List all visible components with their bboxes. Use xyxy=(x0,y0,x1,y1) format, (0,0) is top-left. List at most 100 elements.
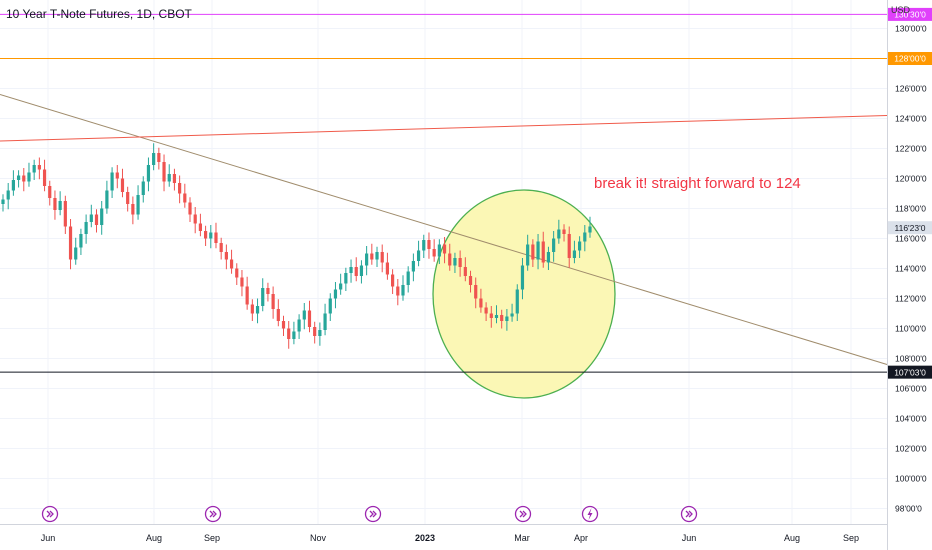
candle xyxy=(245,276,249,310)
candle xyxy=(22,168,26,192)
price-tick-label: 108'00'0 xyxy=(895,354,927,364)
candle-body xyxy=(224,252,228,260)
candle-body xyxy=(562,229,566,234)
candle xyxy=(494,305,499,324)
price-tick-label: 122'00'0 xyxy=(895,144,927,154)
candle-body xyxy=(479,298,483,308)
trend-line xyxy=(0,115,888,142)
time-tick-label: Sep xyxy=(843,533,859,543)
candle-body xyxy=(68,226,73,260)
candle-body xyxy=(172,174,177,183)
candle-body xyxy=(167,174,171,182)
candle-body xyxy=(42,169,47,186)
candle xyxy=(287,321,291,349)
candle-body xyxy=(178,183,182,194)
candle-body xyxy=(468,276,473,285)
candle-body xyxy=(416,250,421,261)
candle xyxy=(526,234,530,271)
candle xyxy=(546,246,551,270)
candle xyxy=(572,240,577,264)
candle xyxy=(74,237,78,265)
candle-body xyxy=(198,223,202,231)
candle xyxy=(271,286,275,319)
candle xyxy=(567,226,571,268)
candle xyxy=(58,191,62,216)
candle-body xyxy=(271,294,275,309)
candle xyxy=(401,275,405,301)
candle-body xyxy=(292,331,296,339)
candle-body xyxy=(505,316,509,321)
candle xyxy=(224,244,228,270)
horizontal-lines xyxy=(0,13,887,373)
candle xyxy=(42,159,47,192)
candle-body xyxy=(572,250,577,258)
candle-body xyxy=(115,172,119,179)
highlight-circle-layer xyxy=(432,189,616,399)
candle xyxy=(84,214,88,244)
candle-body xyxy=(209,232,213,239)
candle-body xyxy=(214,232,218,243)
candle-body xyxy=(552,238,556,252)
candle xyxy=(167,164,171,187)
candle xyxy=(416,240,421,267)
candle-body xyxy=(188,202,192,215)
candle-body xyxy=(411,261,415,272)
candle-body xyxy=(203,231,208,239)
trend-lines xyxy=(0,94,888,365)
candle xyxy=(261,278,265,312)
candle-body xyxy=(276,309,280,321)
candle xyxy=(370,243,374,265)
candle xyxy=(94,209,99,233)
candle-body xyxy=(16,175,21,180)
candle-body xyxy=(588,226,592,233)
candlestick-series xyxy=(1,143,592,349)
price-badge: 116'23'0 xyxy=(888,221,932,235)
candle xyxy=(307,300,312,333)
price-badge-bg xyxy=(888,221,932,235)
dividend-event-icon xyxy=(204,505,222,523)
candle-body xyxy=(183,193,187,203)
price-badge-label: 107'03'0 xyxy=(894,367,926,377)
candle xyxy=(505,309,509,331)
candle xyxy=(27,162,31,187)
candle-body xyxy=(37,165,41,170)
candle xyxy=(188,197,192,222)
candle xyxy=(333,282,338,309)
candle xyxy=(105,180,109,214)
candle-body xyxy=(6,190,10,200)
candle xyxy=(214,222,218,249)
candle-body xyxy=(458,258,462,267)
price-badge-bg xyxy=(888,7,932,21)
time-tick-label: Mar xyxy=(514,533,530,543)
candle-body xyxy=(74,247,78,260)
candle-body xyxy=(385,262,390,275)
candle-body xyxy=(370,253,374,260)
candle xyxy=(359,260,364,284)
price-badge-bg xyxy=(888,365,932,379)
candle xyxy=(255,298,260,324)
candle-body xyxy=(152,153,156,165)
candle-body xyxy=(32,165,36,173)
price-tick-label: 124'00'0 xyxy=(895,114,927,124)
candle-body xyxy=(531,244,535,260)
candle-body xyxy=(422,240,426,251)
candle-body xyxy=(583,232,587,242)
candle xyxy=(100,201,104,235)
time-axis: Jun Aug Sep Nov 2023 Mar Apr Jun Aug Sep xyxy=(0,524,887,543)
candle-body xyxy=(463,267,467,276)
candle xyxy=(266,282,270,302)
candle-body xyxy=(302,310,306,320)
candle-body xyxy=(146,165,151,182)
candle xyxy=(281,315,286,336)
price-badge: 128'00'0 xyxy=(888,52,932,65)
candle-body xyxy=(297,319,301,332)
candle xyxy=(500,309,504,329)
candle-body xyxy=(333,289,338,299)
event-icons xyxy=(41,505,698,523)
price-tick-label: 120'00'0 xyxy=(895,174,927,184)
price-badge-label: 128'00'0 xyxy=(894,54,926,64)
candle-body xyxy=(219,243,223,252)
candle xyxy=(385,252,390,280)
candle-body xyxy=(520,265,525,290)
